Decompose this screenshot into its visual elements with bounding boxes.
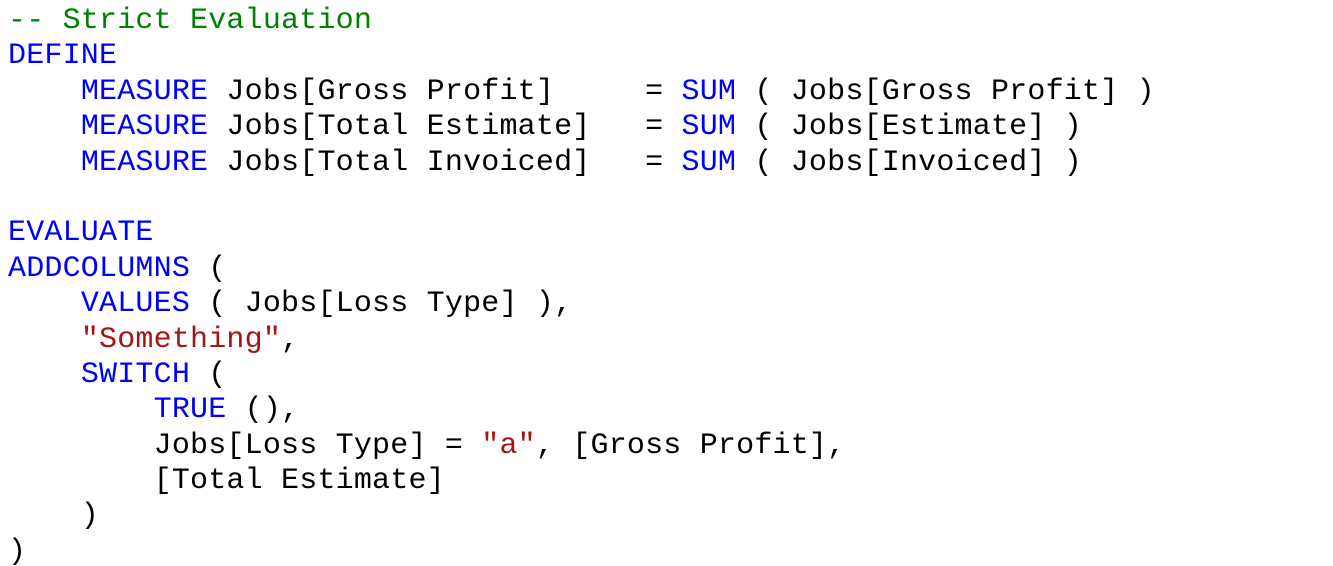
token-default: (), (226, 393, 299, 427)
code-line: SWITCH ( (8, 358, 226, 392)
token-default: ( Jobs[Loss Type] ), (190, 287, 572, 321)
token-keyword: DEFINE (8, 39, 117, 73)
token-default: , [Gross Profit], (536, 429, 845, 463)
token-default: ( (190, 358, 226, 392)
token-default: , (281, 323, 299, 357)
token-function: SUM (682, 110, 737, 144)
token-default (8, 110, 81, 144)
token-function: TRUE (154, 393, 227, 427)
token-string: "Something" (81, 323, 281, 357)
token-default (8, 146, 81, 180)
token-default (8, 181, 26, 215)
token-default: ( Jobs[Estimate] ) (736, 110, 1082, 144)
token-keyword: MEASURE (81, 146, 208, 180)
code-line: MEASURE Jobs[Gross Profit] = SUM ( Jobs[… (8, 75, 1155, 109)
code-line: VALUES ( Jobs[Loss Type] ), (8, 287, 572, 321)
token-function: SUM (682, 146, 737, 180)
token-default (8, 358, 81, 392)
token-function: ADDCOLUMNS (8, 252, 190, 286)
token-default (8, 75, 81, 109)
token-function: SWITCH (81, 358, 190, 392)
token-default (8, 393, 154, 427)
code-line: MEASURE Jobs[Total Invoiced] = SUM ( Job… (8, 146, 1082, 180)
code-line: EVALUATE (8, 216, 154, 250)
token-default: ) (8, 499, 99, 533)
dax-code-editor[interactable]: -- Strict Evaluation DEFINE MEASURE Jobs… (0, 0, 1333, 566)
code-line: Jobs[Loss Type] = "a", [Gross Profit], (8, 429, 845, 463)
token-default: Jobs[Loss Type] = (8, 429, 481, 463)
token-keyword: MEASURE (81, 110, 208, 144)
token-default: ( Jobs[Gross Profit] ) (736, 75, 1155, 109)
code-line: DEFINE (8, 39, 117, 73)
token-default (8, 287, 81, 321)
token-default: ( (190, 252, 226, 286)
token-default: ( Jobs[Invoiced] ) (736, 146, 1082, 180)
token-comment: -- Strict Evaluation (8, 4, 372, 38)
code-line: [Total Estimate] (8, 464, 445, 498)
token-function: VALUES (81, 287, 190, 321)
token-default: Jobs[Total Estimate] = (208, 110, 681, 144)
code-line: ) (8, 499, 99, 533)
code-line: "Something", (8, 323, 299, 357)
code-line: MEASURE Jobs[Total Estimate] = SUM ( Job… (8, 110, 1082, 144)
token-default: Jobs[Gross Profit] = (208, 75, 681, 109)
token-default: ) (8, 535, 26, 566)
token-keyword: MEASURE (81, 75, 208, 109)
token-default: [Total Estimate] (8, 464, 445, 498)
token-string: "a" (481, 429, 536, 463)
token-function: SUM (682, 75, 737, 109)
code-line: TRUE (), (8, 393, 299, 427)
code-line: -- Strict Evaluation (8, 4, 372, 38)
code-line: ADDCOLUMNS ( (8, 252, 226, 286)
code-line (8, 181, 26, 215)
token-default: Jobs[Total Invoiced] = (208, 146, 681, 180)
code-line: ) (8, 535, 26, 566)
token-default (8, 323, 81, 357)
token-keyword: EVALUATE (8, 216, 154, 250)
